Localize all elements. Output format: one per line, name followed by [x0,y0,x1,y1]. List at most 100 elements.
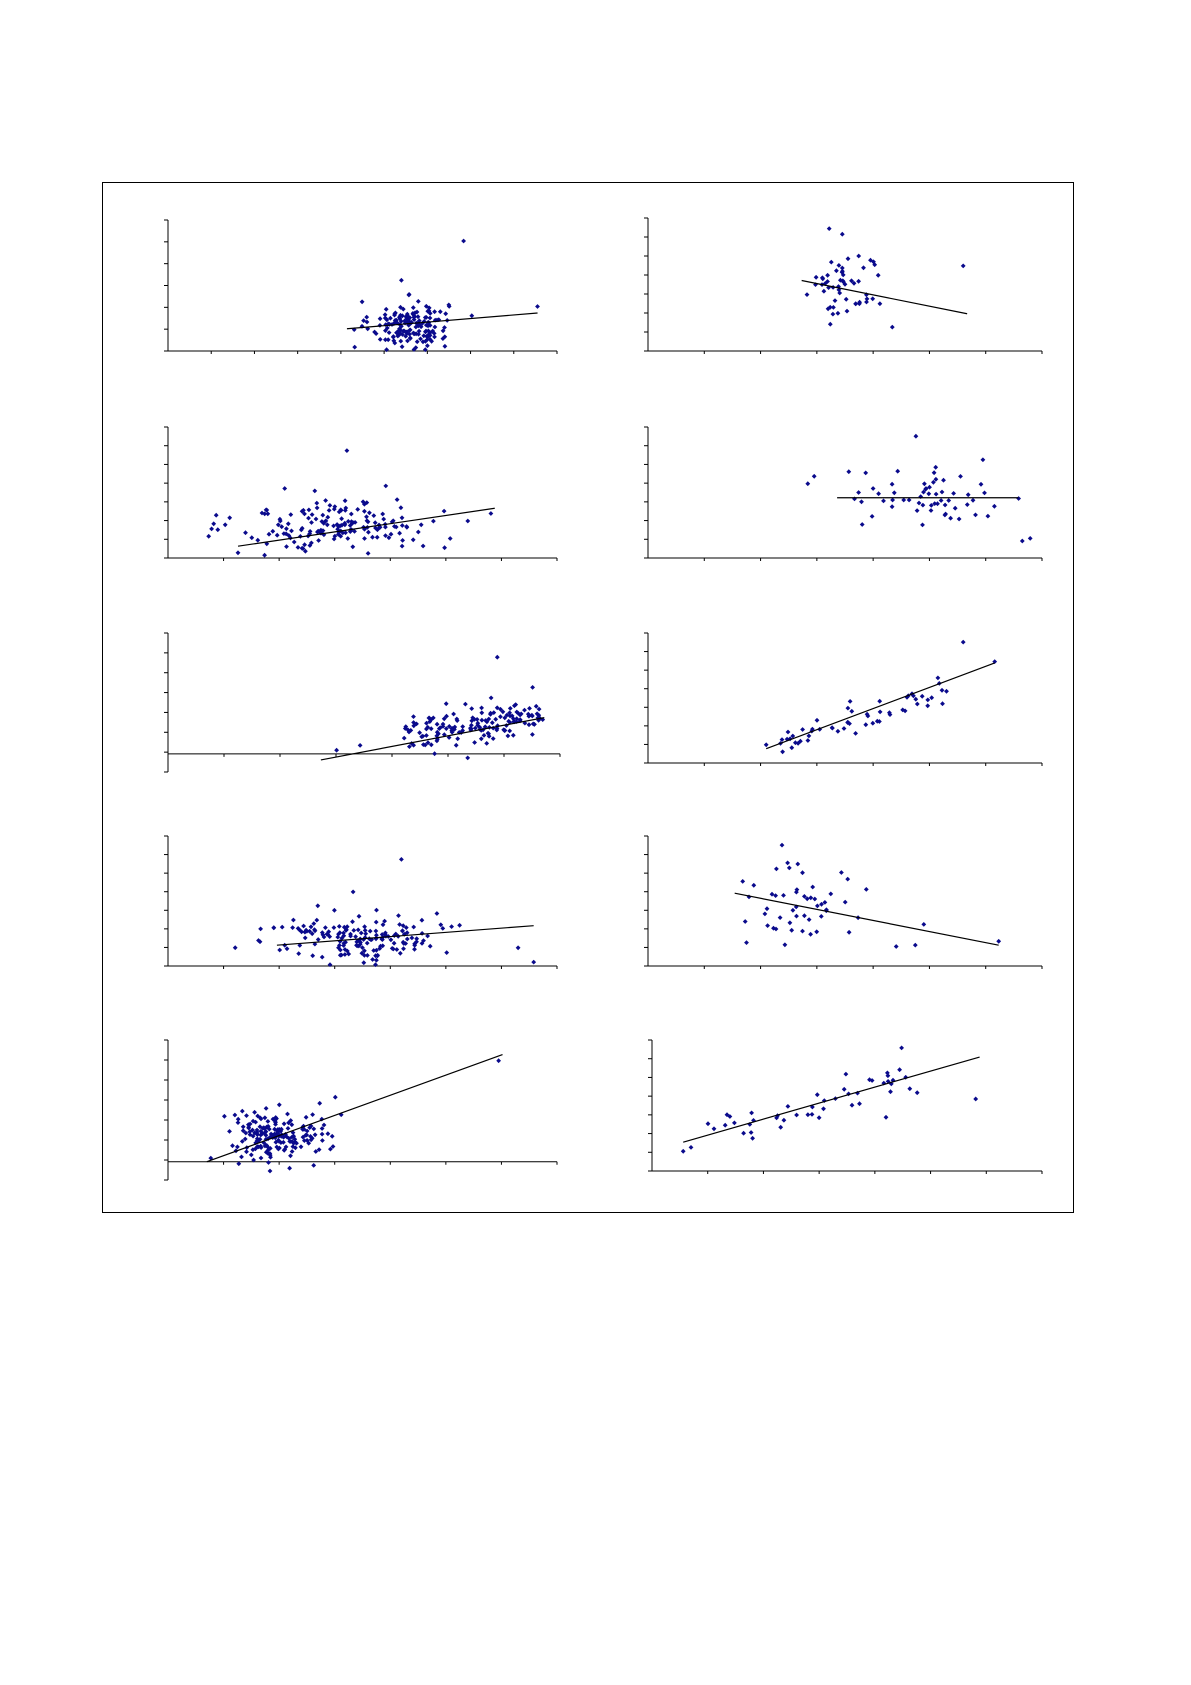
data-point [951,491,956,496]
data-point [350,889,356,895]
data-point [876,491,881,497]
data-point [373,525,378,531]
data-point [342,952,348,957]
data-point [769,891,775,897]
data-point [427,333,433,338]
data-point [819,901,824,907]
data-point [446,304,452,309]
data-point [836,284,841,289]
data-point [250,1147,256,1153]
data-point [425,343,430,349]
scatter-chart-5 [164,632,561,773]
data-point [276,1138,282,1144]
data-point [304,1128,310,1134]
data-point [334,747,339,753]
data-point [401,735,407,741]
data-point [399,523,405,528]
data-point [864,299,869,305]
data-point [277,1145,282,1151]
data-point [399,277,404,283]
data-point [222,522,228,528]
scatter-chart-7 [164,835,558,969]
data-point [432,334,437,340]
data-point [500,709,506,715]
data-point [252,1109,257,1115]
data-point [800,928,805,934]
data-point [857,1101,862,1107]
data-point [861,265,866,271]
data-point [514,709,520,715]
data-point [401,946,406,952]
data-point [310,1112,315,1117]
data-point [781,1117,787,1123]
data-point [793,740,798,746]
data-point [299,525,305,531]
data-point [383,337,388,343]
data-point [428,742,434,748]
data-point [256,1144,261,1150]
data-point [881,1080,887,1086]
data-point [289,1122,295,1128]
data-point [209,526,214,532]
data-point [296,951,302,956]
data-point [253,1140,259,1146]
data-point [973,1096,979,1102]
data-point [414,721,419,727]
data-point [403,925,409,930]
data-point [319,1131,325,1137]
data-point [846,469,852,475]
data-point [488,511,494,516]
data-point [342,508,348,513]
data-point [384,325,390,331]
data-point [913,696,919,702]
data-point [248,1152,254,1158]
data-point [258,1116,264,1122]
data-point [907,1086,913,1092]
data-point [382,312,388,318]
data-point [297,927,302,933]
data-point [835,310,841,316]
data-point [489,720,495,726]
data-point [900,707,906,713]
data-point [943,511,948,517]
data-point [401,941,407,946]
data-point [336,924,342,929]
data-point [821,1098,827,1103]
data-point [356,913,362,919]
data-point [893,944,899,949]
data-point [724,1112,730,1118]
data-point [262,552,267,558]
data-point [849,278,854,284]
data-point [821,1106,826,1112]
data-point [414,939,419,945]
data-point [921,922,927,927]
data-point [247,1132,253,1137]
data-point [313,1149,319,1154]
data-point [822,900,828,905]
data-point [352,529,357,534]
data-point [321,1122,327,1128]
data-point [397,326,402,332]
data-point [294,1140,299,1146]
data-point [324,522,330,528]
data-point [434,317,440,323]
data-point [837,290,843,296]
data-point [530,732,535,737]
data-point [289,528,294,534]
data-point [444,713,449,719]
data-point [386,330,392,335]
data-point [276,1131,281,1137]
data-point [688,1145,694,1150]
data-point [399,344,405,350]
scatter-chart-4 [644,426,1043,561]
data-point [354,942,359,948]
data-point [463,701,468,707]
data-point [364,314,370,320]
data-point [236,1161,242,1167]
trend-line [346,312,538,330]
data-point [831,305,836,310]
data-point [472,725,478,731]
data-point [440,336,446,341]
data-point [888,1089,893,1095]
data-point [239,1154,244,1160]
